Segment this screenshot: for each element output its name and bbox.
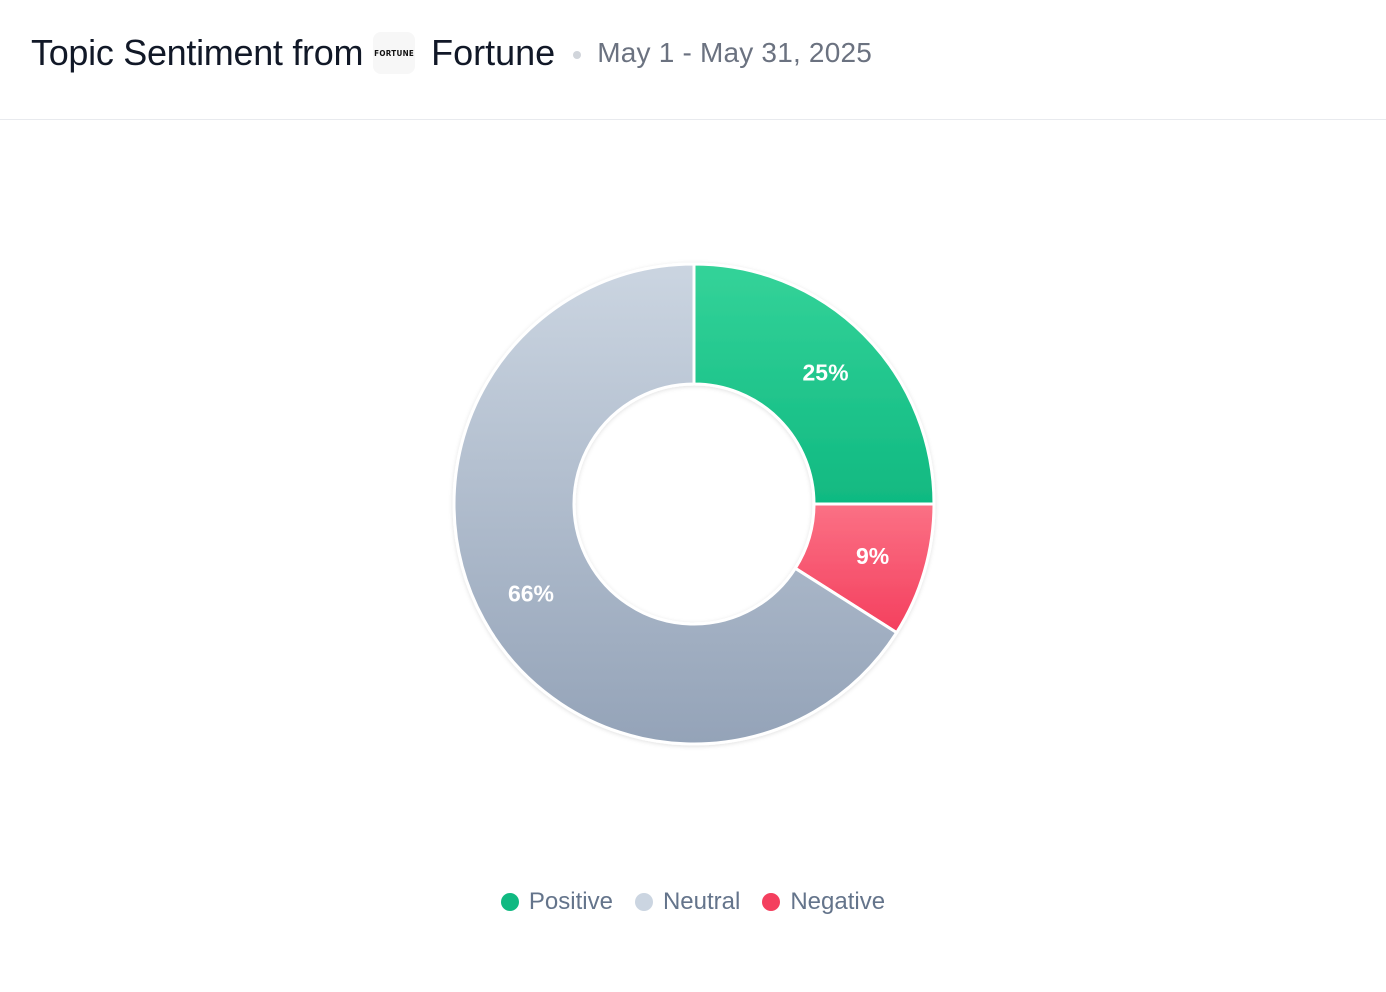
legend-item-negative[interactable]: Negative — [762, 888, 885, 916]
chart-title: Topic Sentiment from — [31, 32, 364, 73]
donut-chart: 25% 9% 66% — [452, 262, 936, 746]
chart-area: 25% 9% 66% Positive Neutral Negative — [0, 121, 1386, 992]
fortune-logo-text: FORTUNE — [374, 48, 415, 58]
fortune-logo: FORTUNE — [373, 32, 416, 74]
source-name[interactable]: Fortune — [431, 32, 556, 73]
separator-dot — [573, 51, 582, 59]
date-range: May 1 - May 31, 2025 — [597, 37, 873, 68]
title-row: Topic Sentiment from FORTUNE Fortune May… — [31, 30, 872, 76]
legend-dot-negative — [762, 893, 781, 911]
slices-layer — [452, 262, 936, 746]
chart-legend: Positive Neutral Negative — [0, 888, 1386, 916]
legend-label-positive: Positive — [528, 888, 613, 915]
chart-header: Topic Sentiment from FORTUNE Fortune May… — [0, 0, 1386, 120]
legend-dot-positive — [500, 893, 519, 911]
legend-item-positive[interactable]: Positive — [500, 888, 613, 916]
slice-positive[interactable] — [692, 262, 936, 506]
slice-label-negative: 9% — [856, 543, 889, 569]
legend-label-negative: Negative — [790, 888, 886, 915]
legend-dot-neutral — [634, 893, 653, 911]
legend-item-neutral[interactable]: Neutral — [634, 888, 741, 916]
slice-label-neutral: 66% — [508, 581, 554, 607]
legend-label-neutral: Neutral — [662, 888, 741, 915]
labels-layer: 25% 9% 66% — [508, 359, 889, 606]
slice-label-positive: 25% — [802, 359, 848, 385]
slice-neutral[interactable] — [452, 262, 899, 746]
